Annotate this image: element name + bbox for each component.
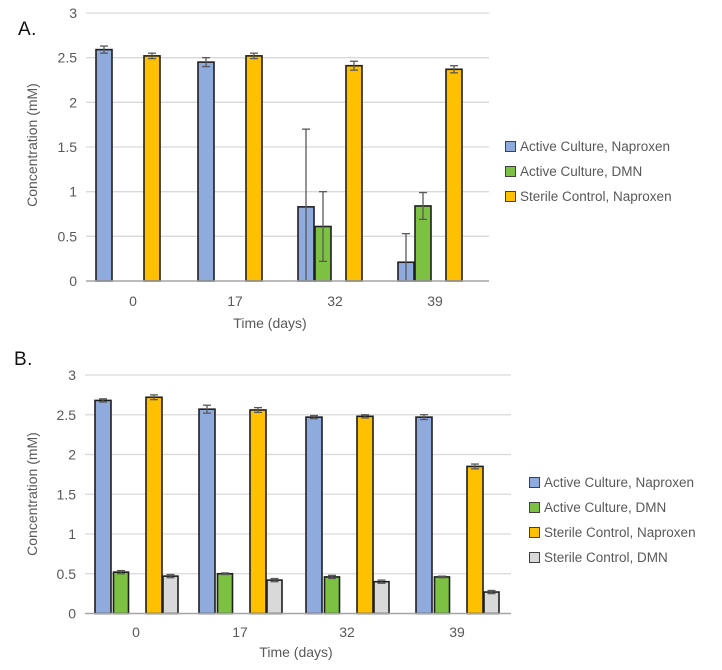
- bar-b-s3-c2: [373, 580, 390, 615]
- legend-label: Active Culture, DMN: [520, 164, 643, 179]
- bar-a-s2-c1: [245, 55, 263, 282]
- legend-label: Active Culture, Naproxen: [520, 139, 671, 154]
- x-tick-label-b: 0: [132, 624, 140, 640]
- legend-swatch-icon: [529, 477, 540, 488]
- bar-b-s3-c1: [266, 579, 283, 615]
- panel-b-x-axis-title: Time (days): [259, 644, 333, 660]
- panel-a-y-axis-title: Concentration (mM): [24, 83, 40, 207]
- x-tick-label-a: 17: [227, 293, 243, 309]
- y-tick-label-a: 2: [69, 94, 77, 110]
- panel-b-legend: Active Culture, Naproxen Active Culture, …: [529, 470, 696, 570]
- bar-b-s0-c2: [305, 416, 323, 615]
- legend-item: Active Culture, DMN: [505, 159, 672, 184]
- bar-a-s2-c3: [445, 68, 463, 282]
- legend-item: Sterile Control, DMN: [529, 545, 696, 570]
- x-tick-label-a: 39: [427, 293, 443, 309]
- bar-b-s0-c0: [94, 399, 112, 615]
- x-tick-label-b: 32: [339, 624, 355, 640]
- panel-a-label: A.: [18, 19, 37, 40]
- legend-label: Sterile Control, DMN: [544, 550, 668, 565]
- panel-b-label: B.: [14, 349, 33, 370]
- bar-a-s0-c0: [95, 48, 113, 282]
- legend-item: Active Culture, DMN: [529, 495, 696, 520]
- y-tick-label-b: 2.5: [57, 407, 77, 423]
- bar-b-s1-c3: [433, 576, 451, 615]
- y-tick-label-a: 2.5: [58, 50, 78, 66]
- legend-swatch-icon: [505, 166, 516, 177]
- y-tick-label-b: 0.5: [57, 566, 77, 582]
- bar-a-s2-c0: [143, 55, 161, 282]
- bar-b-s1-c0: [112, 571, 130, 615]
- bar-b-s3-c0: [162, 575, 179, 615]
- legend-swatch-icon: [529, 527, 540, 538]
- y-tick-label-b: 1: [68, 526, 76, 542]
- panel-b-y-axis-title: Concentration (mM): [24, 432, 40, 556]
- legend-item: Active Culture, Naproxen: [505, 134, 672, 159]
- panel-a-x-axis-title: Time (days): [233, 315, 307, 331]
- legend-label: Active Culture, Naproxen: [544, 475, 695, 490]
- bar-b-s3-c3: [483, 591, 500, 615]
- bar-b-s0-c1: [198, 408, 216, 615]
- y-tick-label-b: 2: [68, 447, 76, 463]
- bar-b-s1-c1: [216, 572, 234, 615]
- panel-a-legend: Active Culture, Naproxen Active Culture, …: [505, 134, 672, 209]
- bar-a-s2-c2: [345, 64, 363, 282]
- y-tick-label-a: 0: [69, 273, 77, 289]
- y-tick-label-b: 0: [68, 606, 76, 622]
- y-tick-label-a: 1: [69, 184, 77, 200]
- bar-b-s2-c0: [145, 396, 163, 615]
- y-tick-label-a: 0.5: [58, 228, 78, 244]
- x-tick-label-b: 39: [449, 624, 465, 640]
- y-tick-label-b: 1.5: [57, 486, 77, 502]
- x-tick-label-b: 17: [232, 624, 248, 640]
- bar-b-s2-c2: [356, 415, 374, 615]
- bar-a-s0-c1: [197, 61, 215, 282]
- legend-item: Sterile Control, Naproxen: [505, 184, 672, 209]
- legend-swatch-icon: [529, 502, 540, 513]
- legend-label: Active Culture, DMN: [544, 500, 667, 515]
- legend-item: Active Culture, Naproxen: [529, 470, 696, 495]
- legend-item: Sterile Control, Naproxen: [529, 520, 696, 545]
- y-tick-label-a: 1.5: [58, 139, 78, 155]
- y-tick-label-b: 3: [68, 367, 76, 383]
- y-tick-label-a: 3: [69, 5, 77, 21]
- bar-b-s2-c3: [466, 465, 484, 615]
- bar-b-s0-c3: [415, 416, 433, 615]
- x-tick-label-a: 32: [327, 293, 343, 309]
- bar-b-s1-c2: [323, 576, 341, 615]
- x-tick-label-a: 0: [129, 293, 137, 309]
- legend-label: Sterile Control, Naproxen: [544, 525, 696, 540]
- legend-swatch-icon: [529, 552, 540, 563]
- bar-b-s2-c1: [249, 409, 267, 615]
- legend-swatch-icon: [505, 191, 516, 202]
- legend-swatch-icon: [505, 141, 516, 152]
- legend-label: Sterile Control, Naproxen: [520, 189, 672, 204]
